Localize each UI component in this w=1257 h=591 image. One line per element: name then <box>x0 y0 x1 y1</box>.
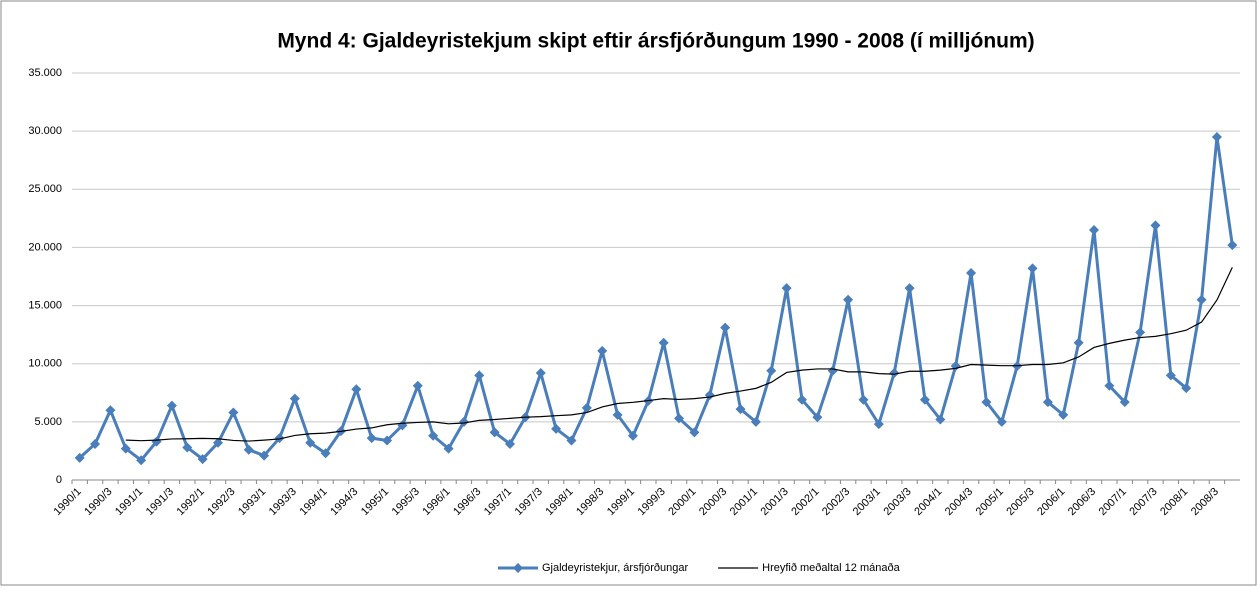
chart-title: Mynd 4: Gjaldeyristekjum skipt eftir árs… <box>277 30 1034 53</box>
point <box>136 455 147 466</box>
point <box>827 365 838 376</box>
point <box>74 452 85 463</box>
point <box>873 419 884 430</box>
series-line <box>125 267 1233 442</box>
legend-label: Gjaldeyristekjur, ársfjórðungar <box>542 562 688 574</box>
point <box>551 423 562 434</box>
y-tick-label: 35.000 <box>28 67 62 79</box>
point <box>259 450 270 461</box>
point <box>766 365 777 376</box>
y-tick-label: 25.000 <box>28 183 62 195</box>
point <box>566 435 577 446</box>
point <box>843 294 854 305</box>
point <box>1165 370 1176 381</box>
point <box>612 409 623 420</box>
point <box>458 416 469 427</box>
point <box>412 380 423 391</box>
y-tick-label: 20.000 <box>28 241 62 253</box>
y-tick-label: 15.000 <box>28 299 62 311</box>
point <box>781 283 792 294</box>
point <box>505 438 515 449</box>
point <box>1181 383 1192 394</box>
y-tick-label: 10.000 <box>28 358 62 370</box>
point <box>812 412 823 423</box>
point <box>889 368 900 379</box>
point <box>919 394 930 405</box>
point <box>382 435 393 446</box>
point <box>674 413 685 424</box>
point <box>720 322 731 333</box>
point <box>1073 337 1084 348</box>
legend-label: Hreyfið meðaltal 12 mánaða <box>762 562 900 574</box>
point <box>166 400 177 411</box>
point <box>182 442 193 453</box>
point <box>1119 397 1130 408</box>
point <box>996 416 1007 427</box>
y-tick-label: 5.000 <box>34 416 62 428</box>
point <box>351 384 362 395</box>
point <box>105 405 116 416</box>
y-tick-label: 30.000 <box>28 125 62 137</box>
point <box>1135 327 1146 338</box>
point <box>858 394 869 405</box>
point <box>658 337 669 348</box>
point <box>904 283 915 294</box>
point <box>1196 294 1207 305</box>
point <box>120 443 131 454</box>
series-line <box>78 136 1234 463</box>
point <box>428 430 439 441</box>
point <box>1104 380 1115 391</box>
point <box>197 454 208 465</box>
point <box>1150 220 1161 231</box>
point <box>981 397 992 408</box>
point <box>581 402 592 413</box>
point <box>151 436 162 447</box>
point <box>474 370 485 381</box>
point <box>1042 397 1053 408</box>
point <box>1089 224 1099 235</box>
legend-marker <box>513 563 523 573</box>
point <box>489 427 500 438</box>
point <box>366 433 377 444</box>
point <box>750 416 761 427</box>
point <box>274 433 285 444</box>
point <box>1227 240 1238 251</box>
point <box>243 444 254 455</box>
point <box>597 345 608 356</box>
point <box>90 438 101 449</box>
point <box>320 448 331 459</box>
point <box>1058 409 1069 420</box>
point <box>797 394 807 405</box>
point <box>1211 131 1222 142</box>
point <box>689 427 700 438</box>
point <box>735 404 746 415</box>
point <box>627 430 638 441</box>
point <box>535 368 546 379</box>
point <box>935 414 946 425</box>
point <box>305 437 316 448</box>
point <box>443 443 454 454</box>
point <box>966 268 977 279</box>
point <box>228 407 239 418</box>
point <box>1027 263 1038 274</box>
point <box>289 393 300 404</box>
y-tick-label: 0 <box>56 474 62 486</box>
point <box>213 437 223 448</box>
